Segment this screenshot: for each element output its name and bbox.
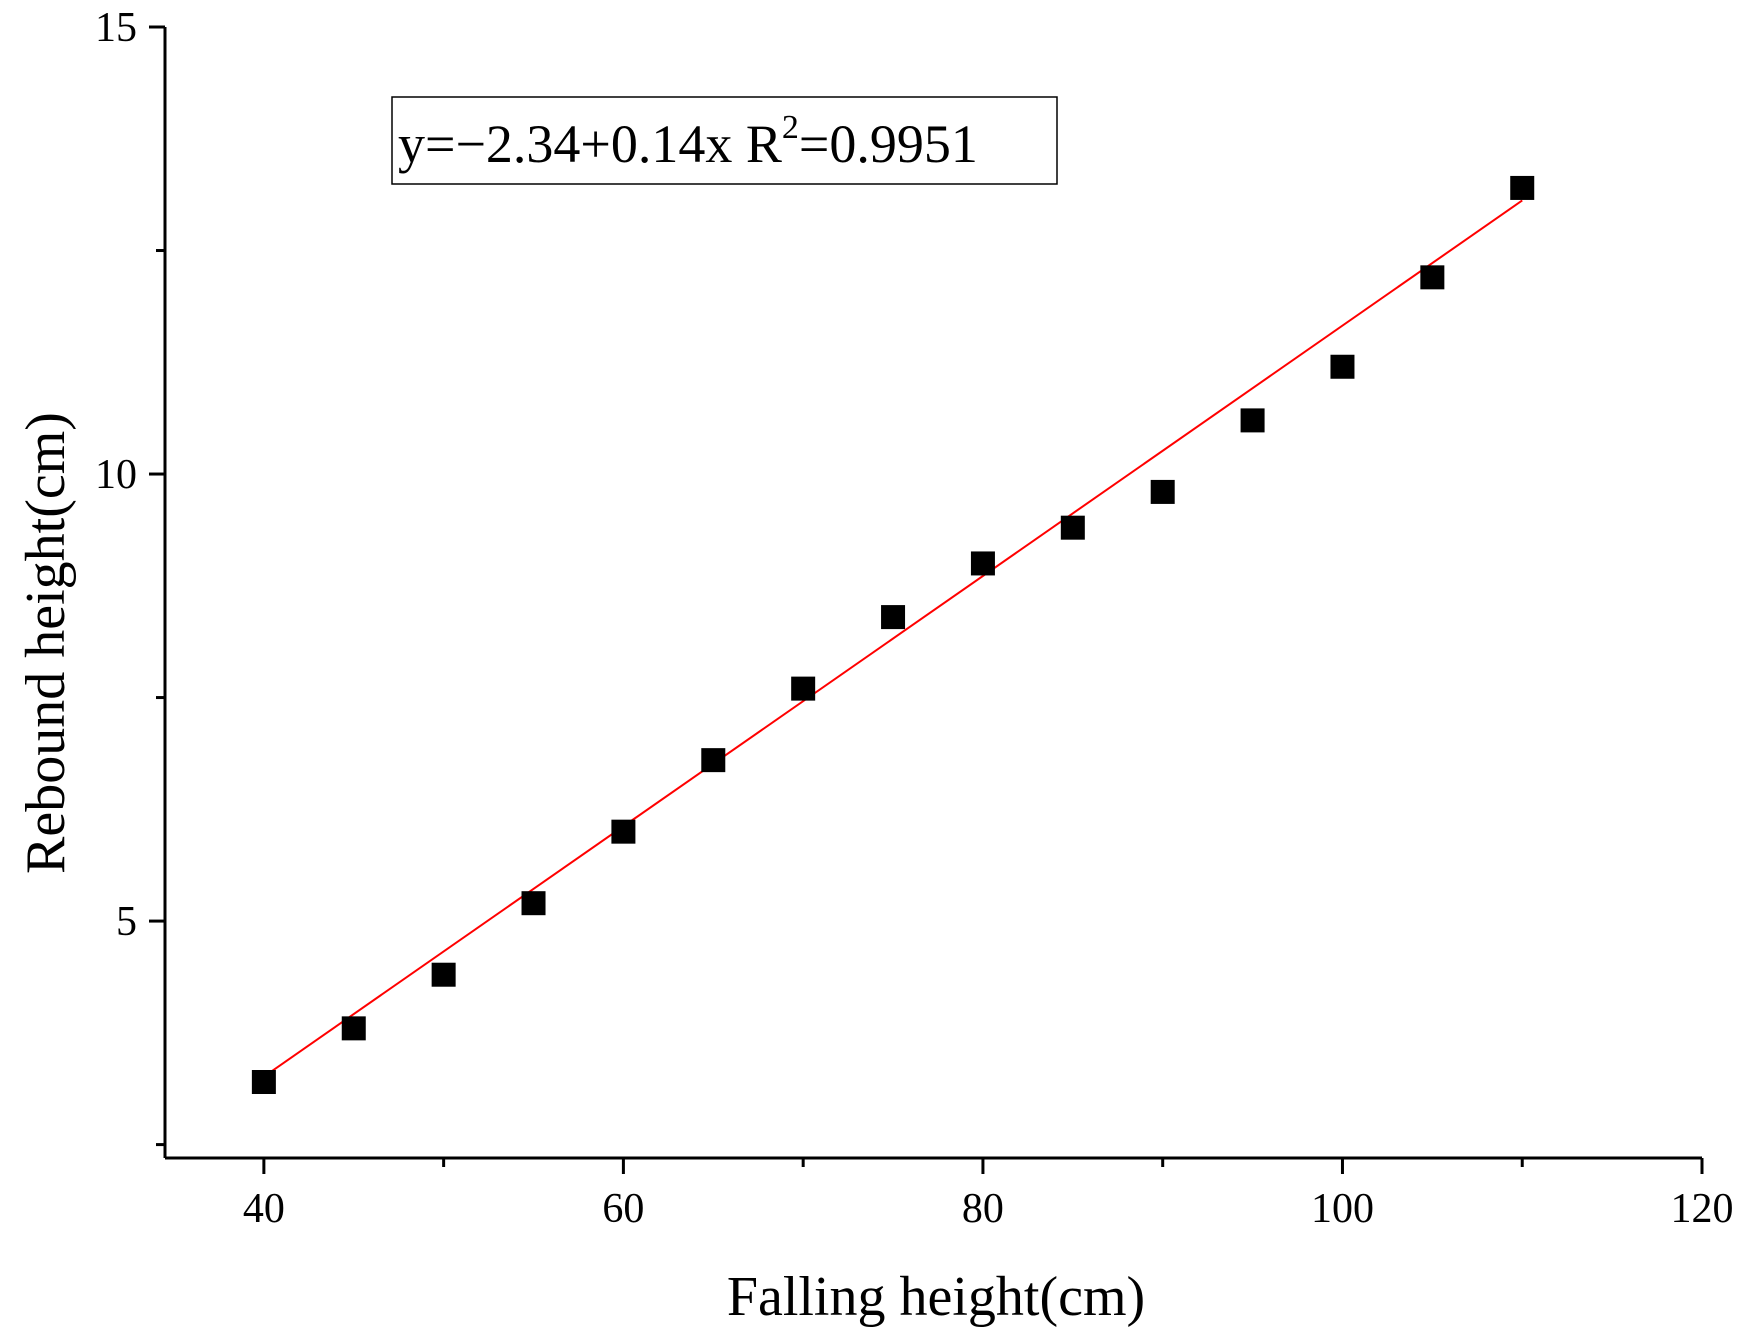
fit-line-layer bbox=[263, 199, 1523, 1078]
data-point bbox=[791, 676, 816, 701]
data-point bbox=[1150, 479, 1175, 504]
y-tick-label: 15 bbox=[95, 5, 137, 51]
x-tick-label: 80 bbox=[962, 1186, 1004, 1232]
data-point bbox=[611, 819, 636, 844]
y-axis-title: Rebound height(cm) bbox=[15, 412, 77, 874]
x-tick-label: 120 bbox=[1671, 1186, 1734, 1232]
data-point bbox=[1060, 515, 1085, 540]
x-tick-label: 40 bbox=[243, 1186, 285, 1232]
fit-equation-box: y=−2.34+0.14x R2=0.9951 bbox=[391, 96, 1058, 185]
y-tick-label: 5 bbox=[116, 899, 137, 945]
data-point bbox=[881, 605, 906, 630]
data-points bbox=[251, 175, 1535, 1095]
axes: 40 60 80 100 120 5 10 15 bbox=[95, 5, 1734, 1232]
x-tick-label: 100 bbox=[1311, 1186, 1374, 1232]
data-point bbox=[1510, 175, 1535, 200]
data-point bbox=[1420, 265, 1445, 290]
fit-equation: y=−2.34+0.14x R2=0.9951 bbox=[398, 109, 978, 174]
equation-border bbox=[391, 96, 1058, 185]
x-axis-title: Falling height(cm) bbox=[727, 1266, 1145, 1328]
data-point bbox=[431, 962, 456, 987]
data-point bbox=[1240, 408, 1265, 433]
data-point bbox=[1330, 354, 1355, 379]
data-point bbox=[341, 1016, 366, 1041]
data-point bbox=[521, 891, 546, 916]
x-tick-label: 60 bbox=[602, 1186, 644, 1232]
data-point bbox=[970, 551, 995, 576]
equation-superscript: 2 bbox=[782, 109, 799, 146]
fit-line bbox=[263, 199, 1523, 1078]
data-point bbox=[251, 1070, 276, 1095]
y-tick-label: 10 bbox=[95, 452, 137, 498]
equation-suffix: =0.9951 bbox=[799, 114, 978, 174]
equation-prefix: y=−2.34+0.14x R bbox=[398, 114, 782, 174]
data-point bbox=[701, 748, 726, 773]
